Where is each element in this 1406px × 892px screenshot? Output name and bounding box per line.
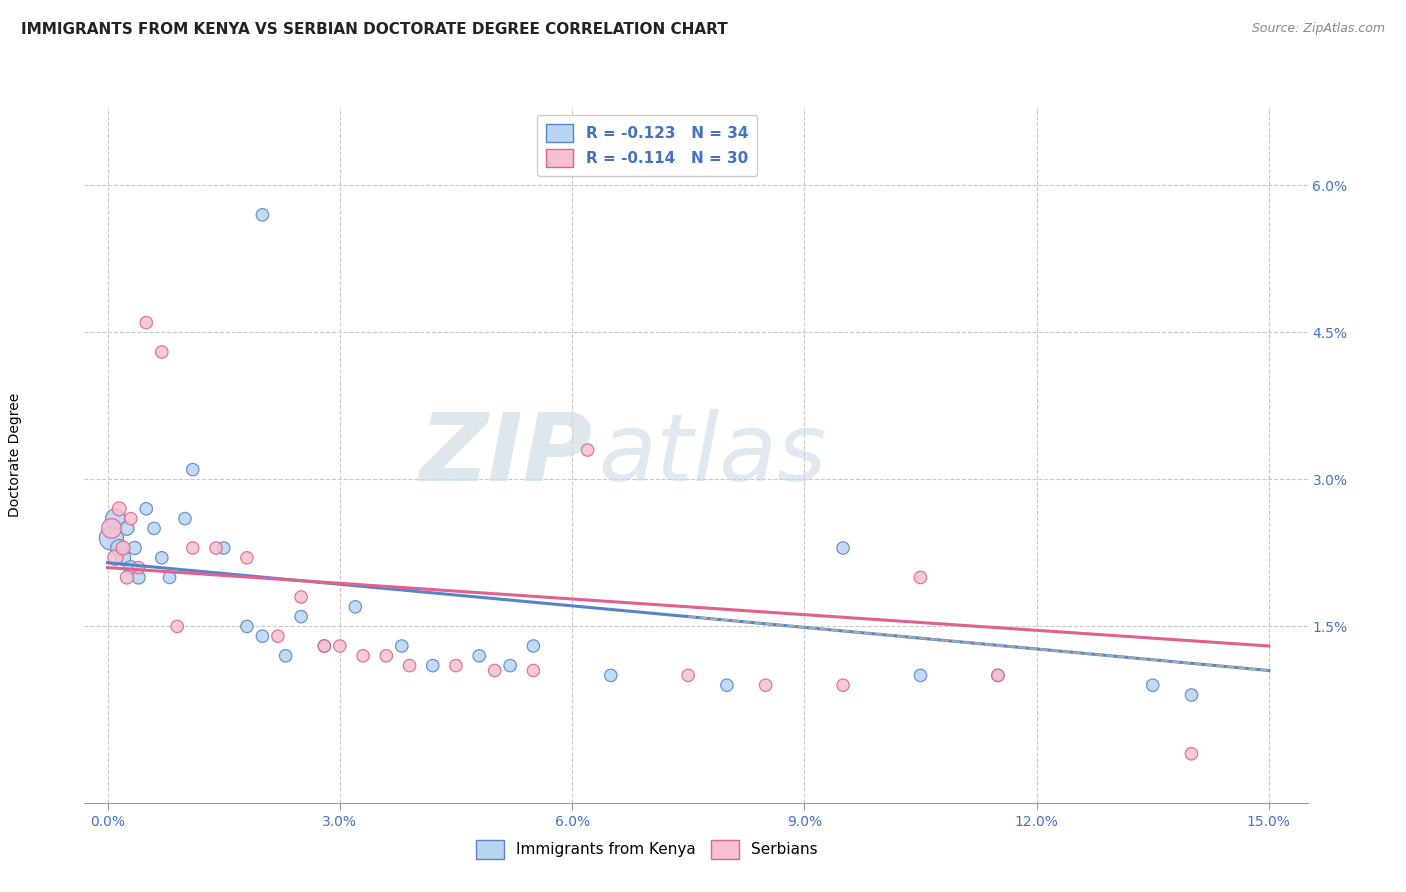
Point (910, 668, 932, 682)
Point (212, 541, 235, 555)
Point (236, 619, 259, 633)
Point (1142, 678, 1164, 692)
Point (108, 541, 131, 555)
Point (252, 629, 274, 643)
Point (398, 658, 420, 673)
Point (522, 664, 544, 678)
Point (391, 639, 413, 653)
Point (352, 648, 374, 663)
Point (832, 541, 855, 555)
Point (150, 345, 173, 359)
Point (314, 639, 336, 653)
Point (100, 531, 122, 545)
Point (375, 648, 398, 663)
Point (128, 560, 150, 574)
Point (576, 443, 599, 458)
Point (290, 609, 312, 624)
Point (422, 658, 444, 673)
Point (120, 560, 142, 574)
Point (1180, 688, 1202, 702)
Point (910, 570, 932, 584)
Point (108, 501, 131, 516)
Point (128, 570, 150, 584)
Point (484, 664, 506, 678)
Point (115, 570, 138, 584)
Point (120, 511, 142, 525)
Text: atlas: atlas (598, 409, 827, 500)
Point (444, 658, 467, 673)
Point (676, 668, 699, 682)
Point (236, 550, 259, 565)
Point (344, 599, 367, 614)
Point (314, 639, 336, 653)
Point (104, 550, 127, 565)
Point (716, 678, 738, 692)
Point (104, 511, 127, 525)
Point (468, 648, 491, 663)
Point (499, 658, 522, 673)
Point (252, 208, 274, 222)
Point (112, 541, 135, 555)
Point (290, 590, 312, 604)
Point (832, 678, 855, 692)
Point (100, 521, 122, 535)
Point (112, 550, 135, 565)
Y-axis label: Doctorate Degree: Doctorate Degree (8, 392, 22, 517)
Point (143, 521, 166, 535)
Point (274, 648, 297, 663)
Point (987, 668, 1010, 682)
Point (329, 639, 352, 653)
Point (522, 639, 544, 653)
Point (124, 541, 146, 555)
Point (115, 521, 138, 535)
Point (135, 316, 157, 330)
Point (987, 668, 1010, 682)
Text: Source: ZipAtlas.com: Source: ZipAtlas.com (1251, 22, 1385, 36)
Point (181, 462, 204, 476)
Point (150, 550, 173, 565)
Point (174, 511, 197, 525)
Point (267, 629, 290, 643)
Point (205, 541, 228, 555)
Point (166, 619, 188, 633)
Text: ZIP: ZIP (419, 409, 592, 501)
Point (599, 668, 621, 682)
Point (1180, 747, 1202, 761)
Point (135, 501, 157, 516)
Point (159, 570, 181, 584)
Text: IMMIGRANTS FROM KENYA VS SERBIAN DOCTORATE DEGREE CORRELATION CHART: IMMIGRANTS FROM KENYA VS SERBIAN DOCTORA… (21, 22, 728, 37)
Point (755, 678, 778, 692)
Legend: Immigrants from Kenya, Serbians: Immigrants from Kenya, Serbians (471, 834, 824, 864)
Point (181, 541, 204, 555)
